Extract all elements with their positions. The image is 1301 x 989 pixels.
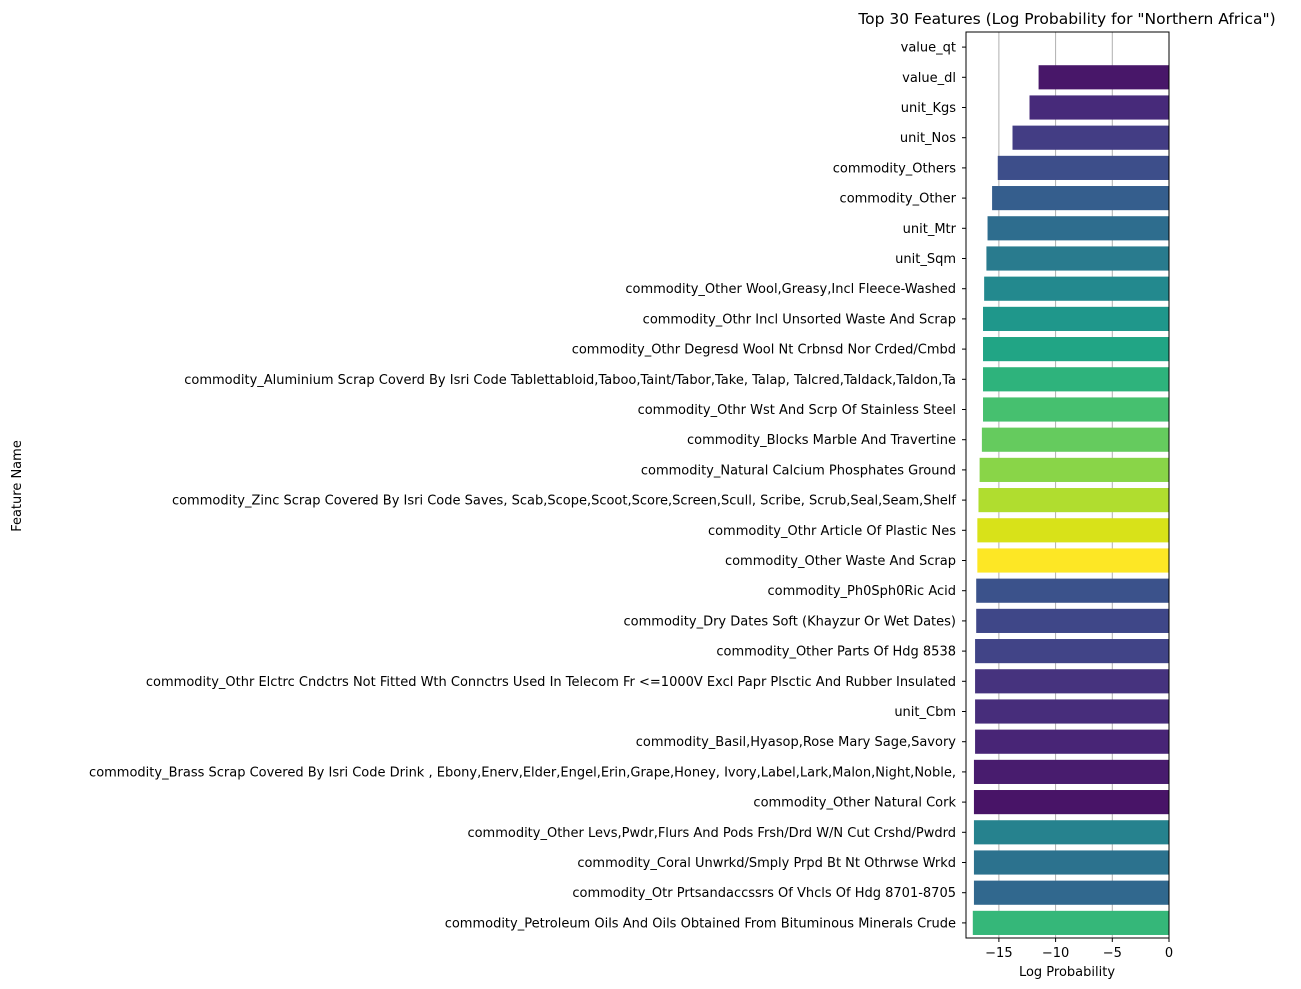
bar <box>1038 65 1169 90</box>
y-tick-label: value_dl <box>902 71 956 86</box>
y-tick-label: commodity_Blocks Marble And Travertine <box>687 433 956 448</box>
bar <box>978 488 1169 513</box>
bar <box>984 276 1169 301</box>
y-tick-label: commodity_Natural Calcium Phosphates Gro… <box>641 463 956 478</box>
y-tick-label: commodity_Brass Scrap Covered By Isri Co… <box>89 765 956 780</box>
x-axis-ticks: −15 −10 −5 0 <box>985 938 1173 961</box>
bar <box>983 337 1169 362</box>
bar <box>983 306 1169 331</box>
y-tick-label: unit_Cbm <box>894 705 956 720</box>
plot-frame <box>965 31 1170 939</box>
y-tick-label: unit_Mtr <box>903 222 957 237</box>
bar <box>973 759 1169 784</box>
bar <box>1029 95 1169 120</box>
y-tick-label: commodity_Othr Incl Unsorted Waste And S… <box>643 312 956 327</box>
x-axis-label: Log Probability <box>1019 965 1115 980</box>
y-tick-label: commodity_Dry Dates Soft (Khayzur Or Wet… <box>624 614 956 629</box>
bar <box>975 669 1169 694</box>
bar <box>973 880 1169 905</box>
bar <box>986 246 1169 271</box>
x-tick-label: 0 <box>1165 946 1173 961</box>
y-tick-label: value_qt <box>901 41 956 56</box>
bars <box>972 65 1169 935</box>
y-axis-ticks: value_qt value_dl unit_Kgs unit_Nos commodit… <box>89 41 966 931</box>
y-tick-label: commodity_Basil,Hyasop,Rose Mary Sage,Sa… <box>636 735 957 750</box>
y-tick-label: commodity_Other Levs,Pwdr,Flurs And Pods… <box>467 826 956 841</box>
y-tick-label: commodity_Otr Prtsandaccssrs Of Vhcls Of… <box>572 886 956 901</box>
bar <box>979 457 1169 482</box>
y-tick-label: unit_Sqm <box>895 252 956 267</box>
bar <box>983 397 1169 422</box>
bar <box>973 790 1169 815</box>
y-tick-label: commodity_Othr Degresd Wool Nt Crbnsd No… <box>572 343 956 358</box>
bar <box>975 729 1169 754</box>
bar <box>983 367 1169 392</box>
y-tick-label: commodity_Othr Wst And Scrp Of Stainless… <box>638 403 956 418</box>
y-tick-label: commodity_Other <box>840 192 957 207</box>
x-tick-label: −10 <box>1042 946 1069 961</box>
bar <box>977 548 1169 573</box>
y-tick-label: commodity_Others <box>833 161 956 176</box>
y-tick-label: commodity_Aluminium Scrap Coverd By Isri… <box>184 373 956 388</box>
y-tick-label: commodity_Ph0Sph0Ric Acid <box>768 584 957 599</box>
y-tick-label: commodity_Petroleum Oils And Oils Obtain… <box>445 916 956 931</box>
y-tick-label: unit_Kgs <box>901 101 956 116</box>
chart-title: Top 30 Features (Log Probability for "No… <box>857 10 1275 28</box>
bar <box>977 518 1169 543</box>
bar <box>981 427 1169 452</box>
bar <box>987 216 1169 241</box>
bar <box>973 850 1169 875</box>
y-tick-label: commodity_Other Waste And Scrap <box>725 554 956 569</box>
y-tick-label: commodity_Zinc Scrap Covered By Isri Cod… <box>172 494 956 509</box>
bar <box>992 186 1169 211</box>
y-axis-label: Feature Name <box>10 440 25 532</box>
x-tick-label: −15 <box>985 946 1012 961</box>
y-tick-label: commodity_Other Wool,Greasy,Incl Fleece-… <box>625 282 956 297</box>
y-tick-label: commodity_Coral Unwrkd/Smply Prpd Bt Nt … <box>577 856 956 871</box>
y-tick-label: commodity_Othr Article Of Plastic Nes <box>708 524 956 539</box>
bar <box>973 820 1169 845</box>
y-tick-label: commodity_Othr Elctrc Cndctrs Not Fitted… <box>146 675 956 690</box>
bar <box>976 608 1169 633</box>
y-tick-label: commodity_Other Natural Cork <box>753 796 956 811</box>
bar <box>1012 125 1169 150</box>
y-tick-label: commodity_Other Parts Of Hdg 8538 <box>716 645 956 660</box>
bar <box>972 910 1169 935</box>
bar <box>975 699 1169 724</box>
x-tick-label: −5 <box>1103 946 1122 961</box>
y-tick-label: unit_Nos <box>900 131 956 146</box>
bar <box>997 155 1169 180</box>
bar <box>976 578 1169 603</box>
bar <box>975 639 1169 664</box>
